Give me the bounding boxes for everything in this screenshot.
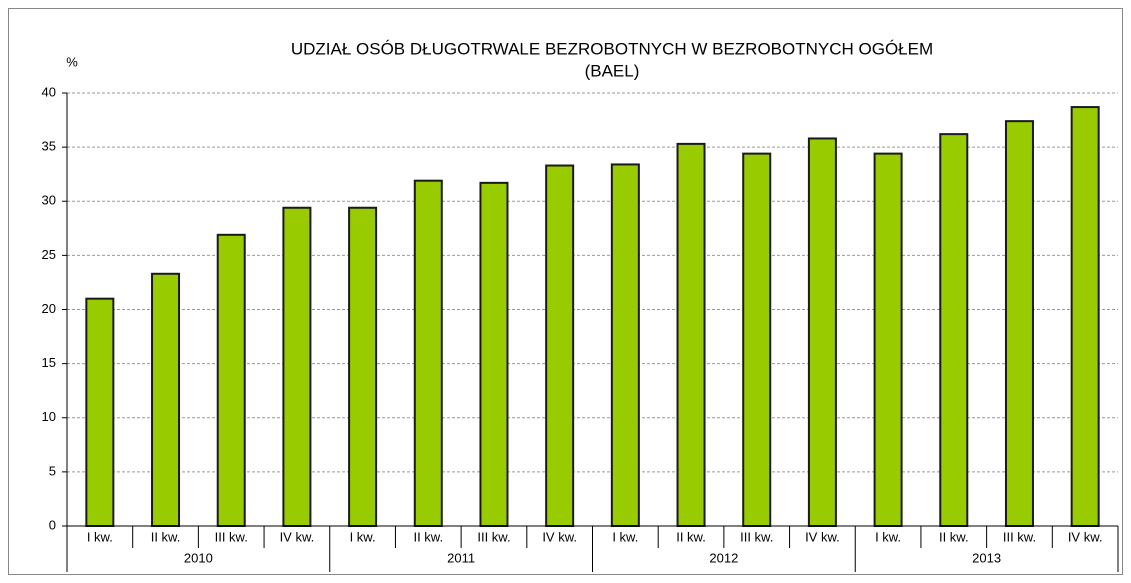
bar bbox=[742, 152, 772, 527]
bar bbox=[545, 164, 575, 527]
y-tick-label: 5 bbox=[49, 463, 56, 478]
x-tick-label: III kw. bbox=[740, 529, 773, 544]
x-tick-label: II kw. bbox=[413, 529, 443, 544]
y-tick-label: 15 bbox=[42, 355, 56, 370]
x-tick-label: IV kw. bbox=[280, 529, 315, 544]
y-tick-label: 10 bbox=[42, 409, 56, 424]
bar bbox=[939, 133, 969, 527]
bar bbox=[151, 272, 181, 527]
y-tick-label: 35 bbox=[42, 139, 56, 154]
bar bbox=[676, 142, 706, 527]
x-tick-label: IV kw. bbox=[542, 529, 577, 544]
x-tick-label: I kw. bbox=[350, 529, 376, 544]
y-tick-label: 25 bbox=[42, 247, 56, 262]
bar bbox=[873, 152, 903, 527]
bar bbox=[85, 297, 115, 527]
x-tick-label: I kw. bbox=[87, 529, 113, 544]
y-axis-label: % bbox=[66, 54, 78, 69]
group-label: 2010 bbox=[184, 550, 213, 565]
group-label: 2012 bbox=[709, 550, 738, 565]
x-tick-label: I kw. bbox=[612, 529, 638, 544]
x-tick-label: I kw. bbox=[875, 529, 901, 544]
y-tick-label: 0 bbox=[49, 517, 56, 532]
x-tick-label: II kw. bbox=[676, 529, 706, 544]
bar bbox=[282, 206, 312, 527]
bar bbox=[1070, 106, 1100, 527]
x-tick-label: III kw. bbox=[1003, 529, 1036, 544]
bar bbox=[610, 163, 640, 527]
chart-title: UDZIAŁ OSÓB DŁUGOTRWALE BEZROBOTNYCH W B… bbox=[291, 39, 933, 58]
bar bbox=[413, 179, 443, 527]
bar bbox=[348, 206, 378, 527]
y-tick-label: 40 bbox=[42, 84, 56, 99]
group-label: 2013 bbox=[972, 550, 1001, 565]
x-tick-label: II kw. bbox=[939, 529, 969, 544]
bar bbox=[807, 137, 837, 527]
x-tick-label: III kw. bbox=[477, 529, 510, 544]
x-tick-label: II kw. bbox=[151, 529, 181, 544]
x-tick-label: III kw. bbox=[215, 529, 248, 544]
bar bbox=[1004, 120, 1034, 528]
bar bbox=[479, 181, 509, 527]
y-tick-label: 20 bbox=[42, 301, 56, 316]
x-tick-label: IV kw. bbox=[805, 529, 840, 544]
bar bbox=[216, 233, 246, 527]
x-tick-label: IV kw. bbox=[1068, 529, 1103, 544]
y-tick-label: 30 bbox=[42, 193, 56, 208]
chart-subtitle: (BAEL) bbox=[585, 61, 640, 80]
group-label: 2011 bbox=[447, 550, 475, 565]
